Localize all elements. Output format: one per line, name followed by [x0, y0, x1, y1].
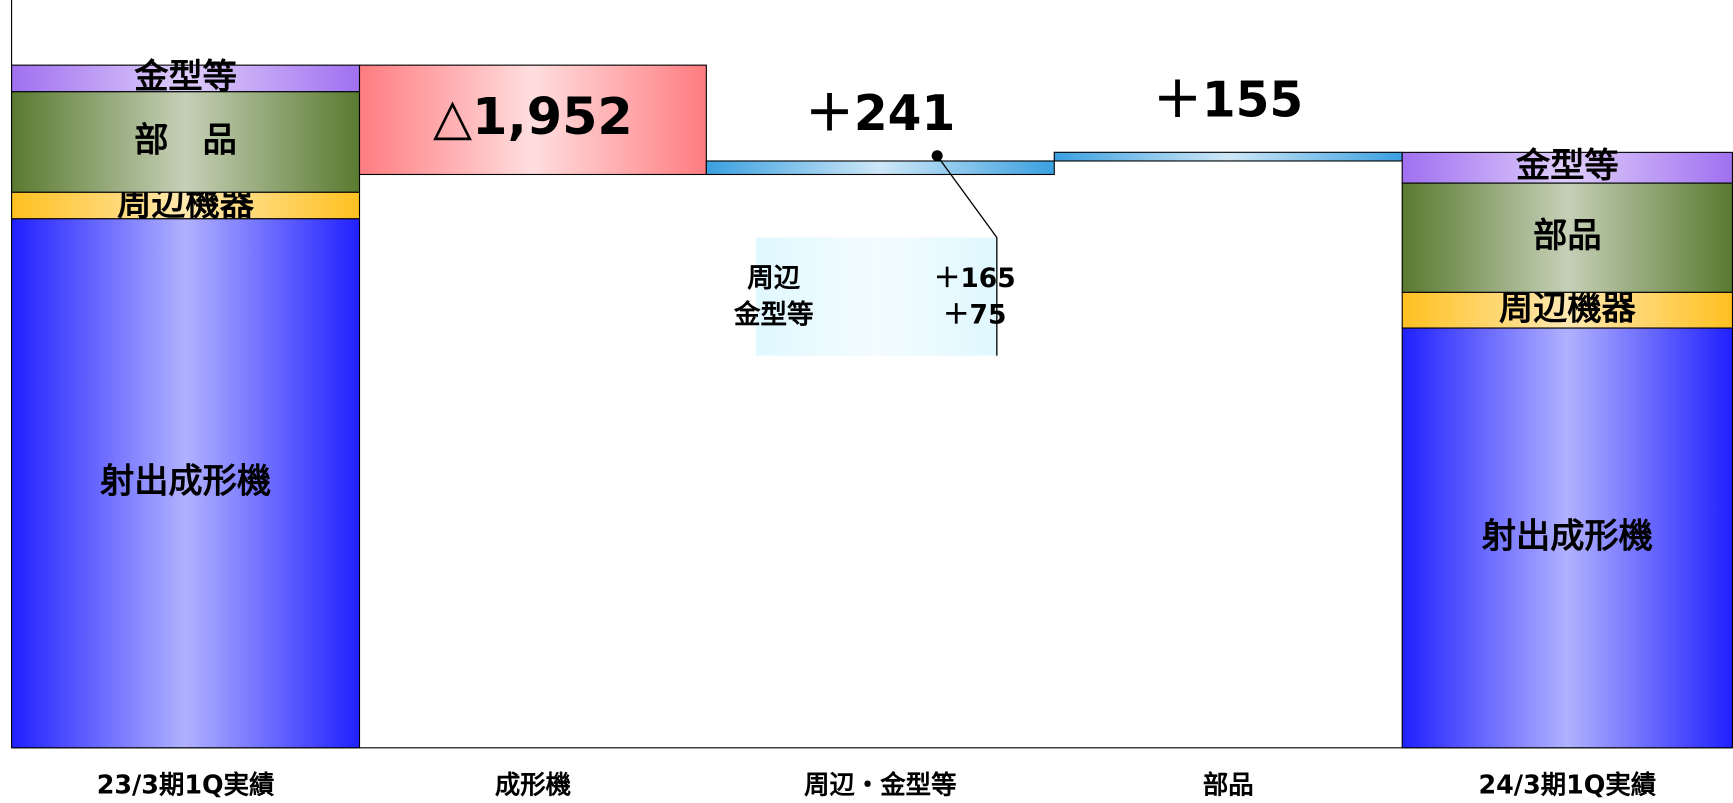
stack-segment [1401, 291, 1733, 329]
x-tick-label: 周辺・金型等 [804, 769, 956, 799]
stack-segment [1401, 151, 1733, 184]
delta-label: △1,952 [433, 87, 633, 146]
x-tick-label: 23/3期1Q実績 [97, 769, 275, 799]
delta-bar [358, 64, 707, 176]
segment-label: 部 品 [134, 120, 237, 160]
annotation-label: 周辺 [747, 263, 800, 294]
delta-label: ＋155 [1153, 73, 1303, 129]
x-tick-label: 部品 [1203, 769, 1254, 799]
callout-leader [936, 155, 998, 238]
segment-label: 周辺機器 [1499, 289, 1637, 329]
annotation-value: ＋165 [934, 263, 1016, 294]
annotation-value: ＋75 [943, 299, 1006, 330]
delta-bar [705, 160, 1055, 176]
annotation-label: 金型等 [733, 299, 814, 330]
delta-bar [1053, 151, 1403, 162]
segment-label: 金型等 [1515, 146, 1619, 186]
callout-dot [931, 150, 943, 162]
x-tick-label: 成形機 [495, 769, 572, 799]
segment-label: 射出成形機 [1482, 516, 1653, 556]
segment-label: 金型等 [133, 57, 237, 97]
segment-label: 射出成形機 [100, 462, 271, 502]
x-tick-label: 24/3期1Q実績 [1478, 769, 1656, 799]
stack-segment [1401, 327, 1733, 749]
delta-label: ＋241 [805, 86, 955, 142]
segment-label: 部品 [1533, 216, 1601, 256]
stack-segment [1401, 182, 1733, 293]
stack-segment [11, 218, 361, 749]
callout-box [756, 237, 997, 356]
